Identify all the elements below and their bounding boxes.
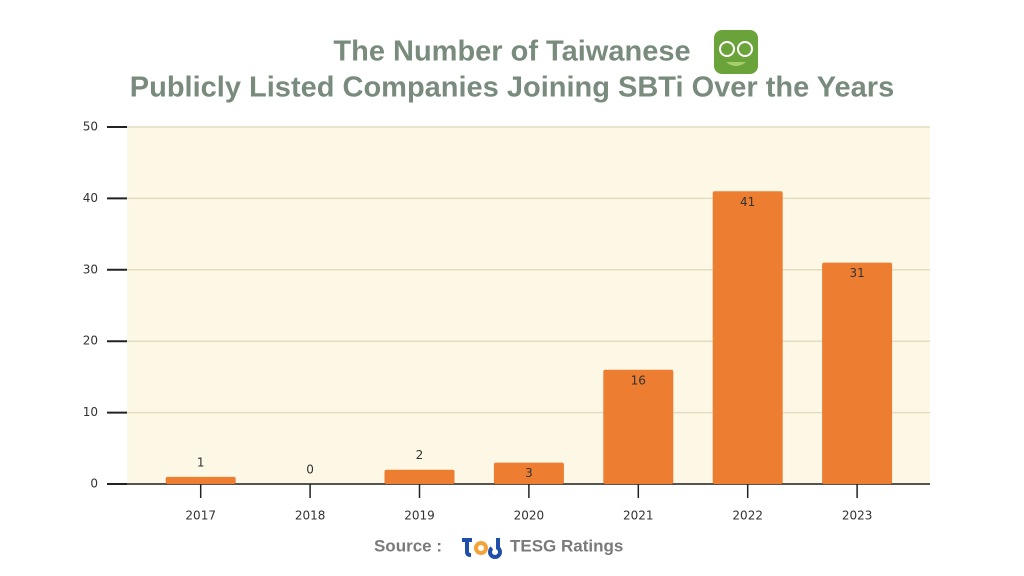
y-tick-label: 50 [83,120,98,134]
data-label: 1 [197,455,205,469]
chart-title: Publicly Listed Companies Joining SBTi O… [130,72,894,104]
bar [712,191,783,484]
bar [822,262,893,484]
data-label: 2 [416,448,424,462]
source-label: Source : [374,536,442,555]
plot-background [127,127,930,484]
x-tick-label: 2022 [732,509,763,523]
y-tick-label: 20 [83,334,98,348]
y-tick-label: 0 [90,477,98,491]
bar [384,469,455,484]
bar [493,462,564,484]
logo-icon [714,30,758,74]
data-label: 31 [849,266,864,280]
y-tick-label: 10 [83,405,98,419]
data-label: 41 [740,195,755,209]
x-tick-label: 2019 [404,509,435,523]
bar [165,476,236,484]
x-tick-label: 2018 [295,509,326,523]
data-label: 0 [306,463,314,477]
y-tick-label: 40 [83,191,98,205]
data-label: 16 [631,373,646,387]
source-logo [462,538,502,559]
x-tick-label: 2023 [842,509,873,523]
source: TESG Ratings [510,536,623,555]
data-label: 3 [525,466,533,480]
bar [603,369,674,484]
y-tick-label: 30 [83,262,98,276]
x-tick-label: 2020 [514,509,545,523]
chart-title: The Number of Taiwanese [333,36,690,68]
x-tick-label: 2017 [185,509,216,523]
x-tick-label: 2021 [623,509,654,523]
